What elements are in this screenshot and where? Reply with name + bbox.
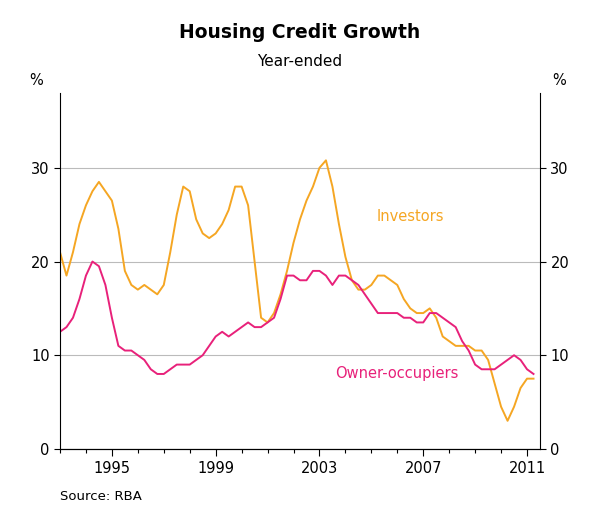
Text: Year-ended: Year-ended: [257, 54, 343, 69]
Text: Source: RBA: Source: RBA: [60, 490, 142, 503]
Text: Owner-occupiers: Owner-occupiers: [335, 366, 458, 381]
Text: %: %: [553, 73, 566, 88]
Text: Housing Credit Growth: Housing Credit Growth: [179, 23, 421, 42]
Text: Investors: Investors: [377, 209, 444, 224]
Text: %: %: [29, 73, 43, 88]
